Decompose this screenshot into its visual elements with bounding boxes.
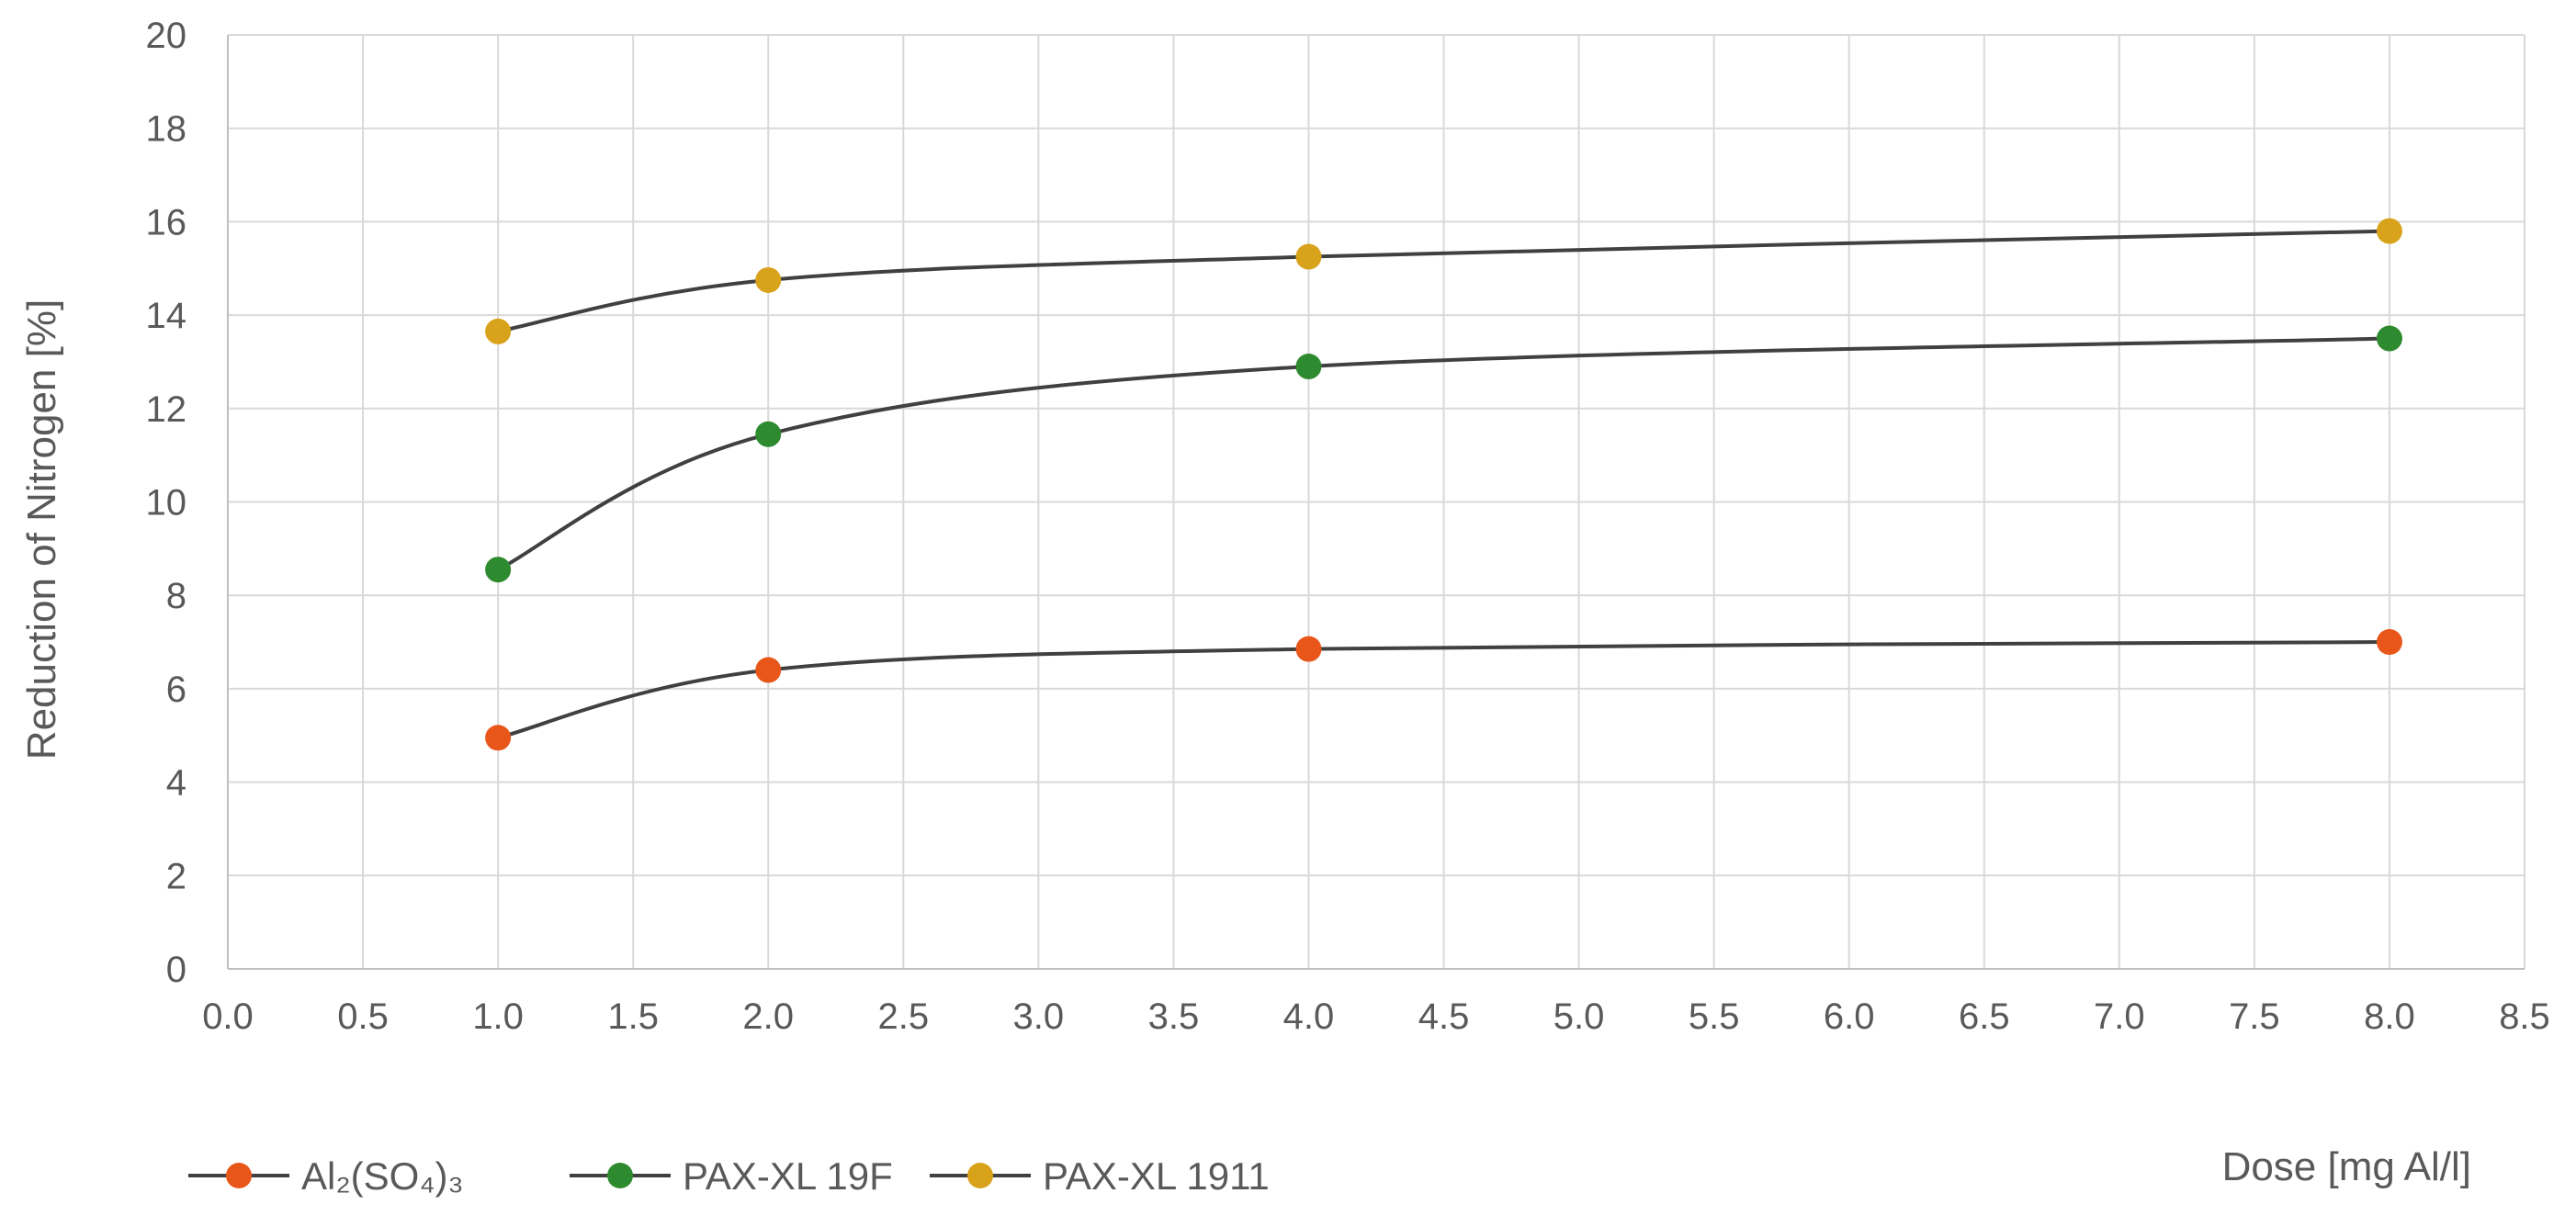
x-tick-label: 5.0 (1554, 996, 1605, 1037)
data-point (2376, 218, 2402, 244)
legend-marker (967, 1163, 993, 1188)
x-tick-label: 0.5 (337, 996, 389, 1037)
x-axis-title: Dose [mg Al/l] (2222, 1144, 2471, 1189)
data-point (2376, 325, 2402, 352)
data-point (755, 421, 782, 447)
x-tick-label: 5.5 (1689, 996, 1740, 1037)
y-tick-label: 16 (146, 202, 187, 242)
legend-marker (607, 1163, 633, 1188)
data-point (485, 318, 512, 344)
legend-item: Al₂(SO₄)₃ (188, 1154, 464, 1198)
x-tick-label: 0.0 (202, 996, 254, 1037)
data-point (485, 557, 512, 583)
series-line-1 (497, 640, 2390, 740)
y-tick-label: 8 (166, 576, 186, 616)
x-tick-label: 6.0 (1824, 996, 1875, 1037)
y-tick-label: 4 (166, 763, 186, 804)
x-tick-label: 1.0 (472, 996, 524, 1037)
data-point (1295, 354, 1322, 380)
y-tick-label: 6 (166, 670, 186, 710)
x-tick-label: 1.5 (607, 996, 659, 1037)
gridlines (228, 34, 2525, 969)
x-tick-label: 3.5 (1148, 996, 1200, 1037)
legend-label: PAX-XL 19F (683, 1154, 893, 1198)
y-tick-label: 2 (166, 856, 186, 896)
tick-labels: 0.0 0.5 1.0 1.5 2.0 2.5 3.0 3.5 4.0 4.5 5.0 5.5 6.0 6… (146, 16, 2550, 1037)
legend-item: PAX-XL 1911 (930, 1154, 1270, 1198)
legend-label: Al₂(SO₄)₃ (301, 1154, 464, 1198)
y-tick-label: 18 (146, 109, 187, 150)
y-tick-label: 10 (146, 483, 187, 523)
data-point (1295, 243, 1322, 270)
x-tick-label: 6.5 (1959, 996, 2010, 1037)
data-point (755, 266, 782, 293)
x-tick-label: 8.5 (2499, 996, 2550, 1037)
x-tick-label: 8.0 (2364, 996, 2415, 1037)
y-axis-title: Reduction of Nitrogen [%] (19, 299, 64, 760)
x-tick-label: 2.5 (877, 996, 929, 1037)
data-points (485, 218, 2402, 751)
series-line-3 (497, 229, 2390, 333)
data-point (485, 725, 512, 751)
data-point (755, 657, 782, 683)
x-tick-label: 7.5 (2229, 996, 2280, 1037)
x-tick-label: 4.0 (1283, 996, 1335, 1037)
series-line-2 (497, 336, 2390, 572)
x-tick-label: 3.0 (1013, 996, 1065, 1037)
y-tick-label: 12 (146, 389, 187, 430)
legend: Al₂(SO₄)₃ PAX-XL 19F PAX-XL 1911 (188, 1154, 1270, 1198)
y-tick-label: 20 (146, 16, 187, 56)
data-point (1295, 636, 1322, 662)
legend-item: PAX-XL 19F (570, 1154, 893, 1198)
legend-label: PAX-XL 1911 (1043, 1154, 1270, 1198)
y-tick-label: 14 (146, 296, 187, 336)
x-tick-label: 2.0 (742, 996, 794, 1037)
axes (227, 35, 2525, 970)
series-lines (497, 229, 2390, 740)
y-tick-label: 0 (166, 950, 186, 990)
data-point (2376, 629, 2402, 656)
x-tick-label: 7.0 (2094, 996, 2145, 1037)
legend-marker (226, 1163, 252, 1188)
x-tick-label: 4.5 (1418, 996, 1470, 1037)
